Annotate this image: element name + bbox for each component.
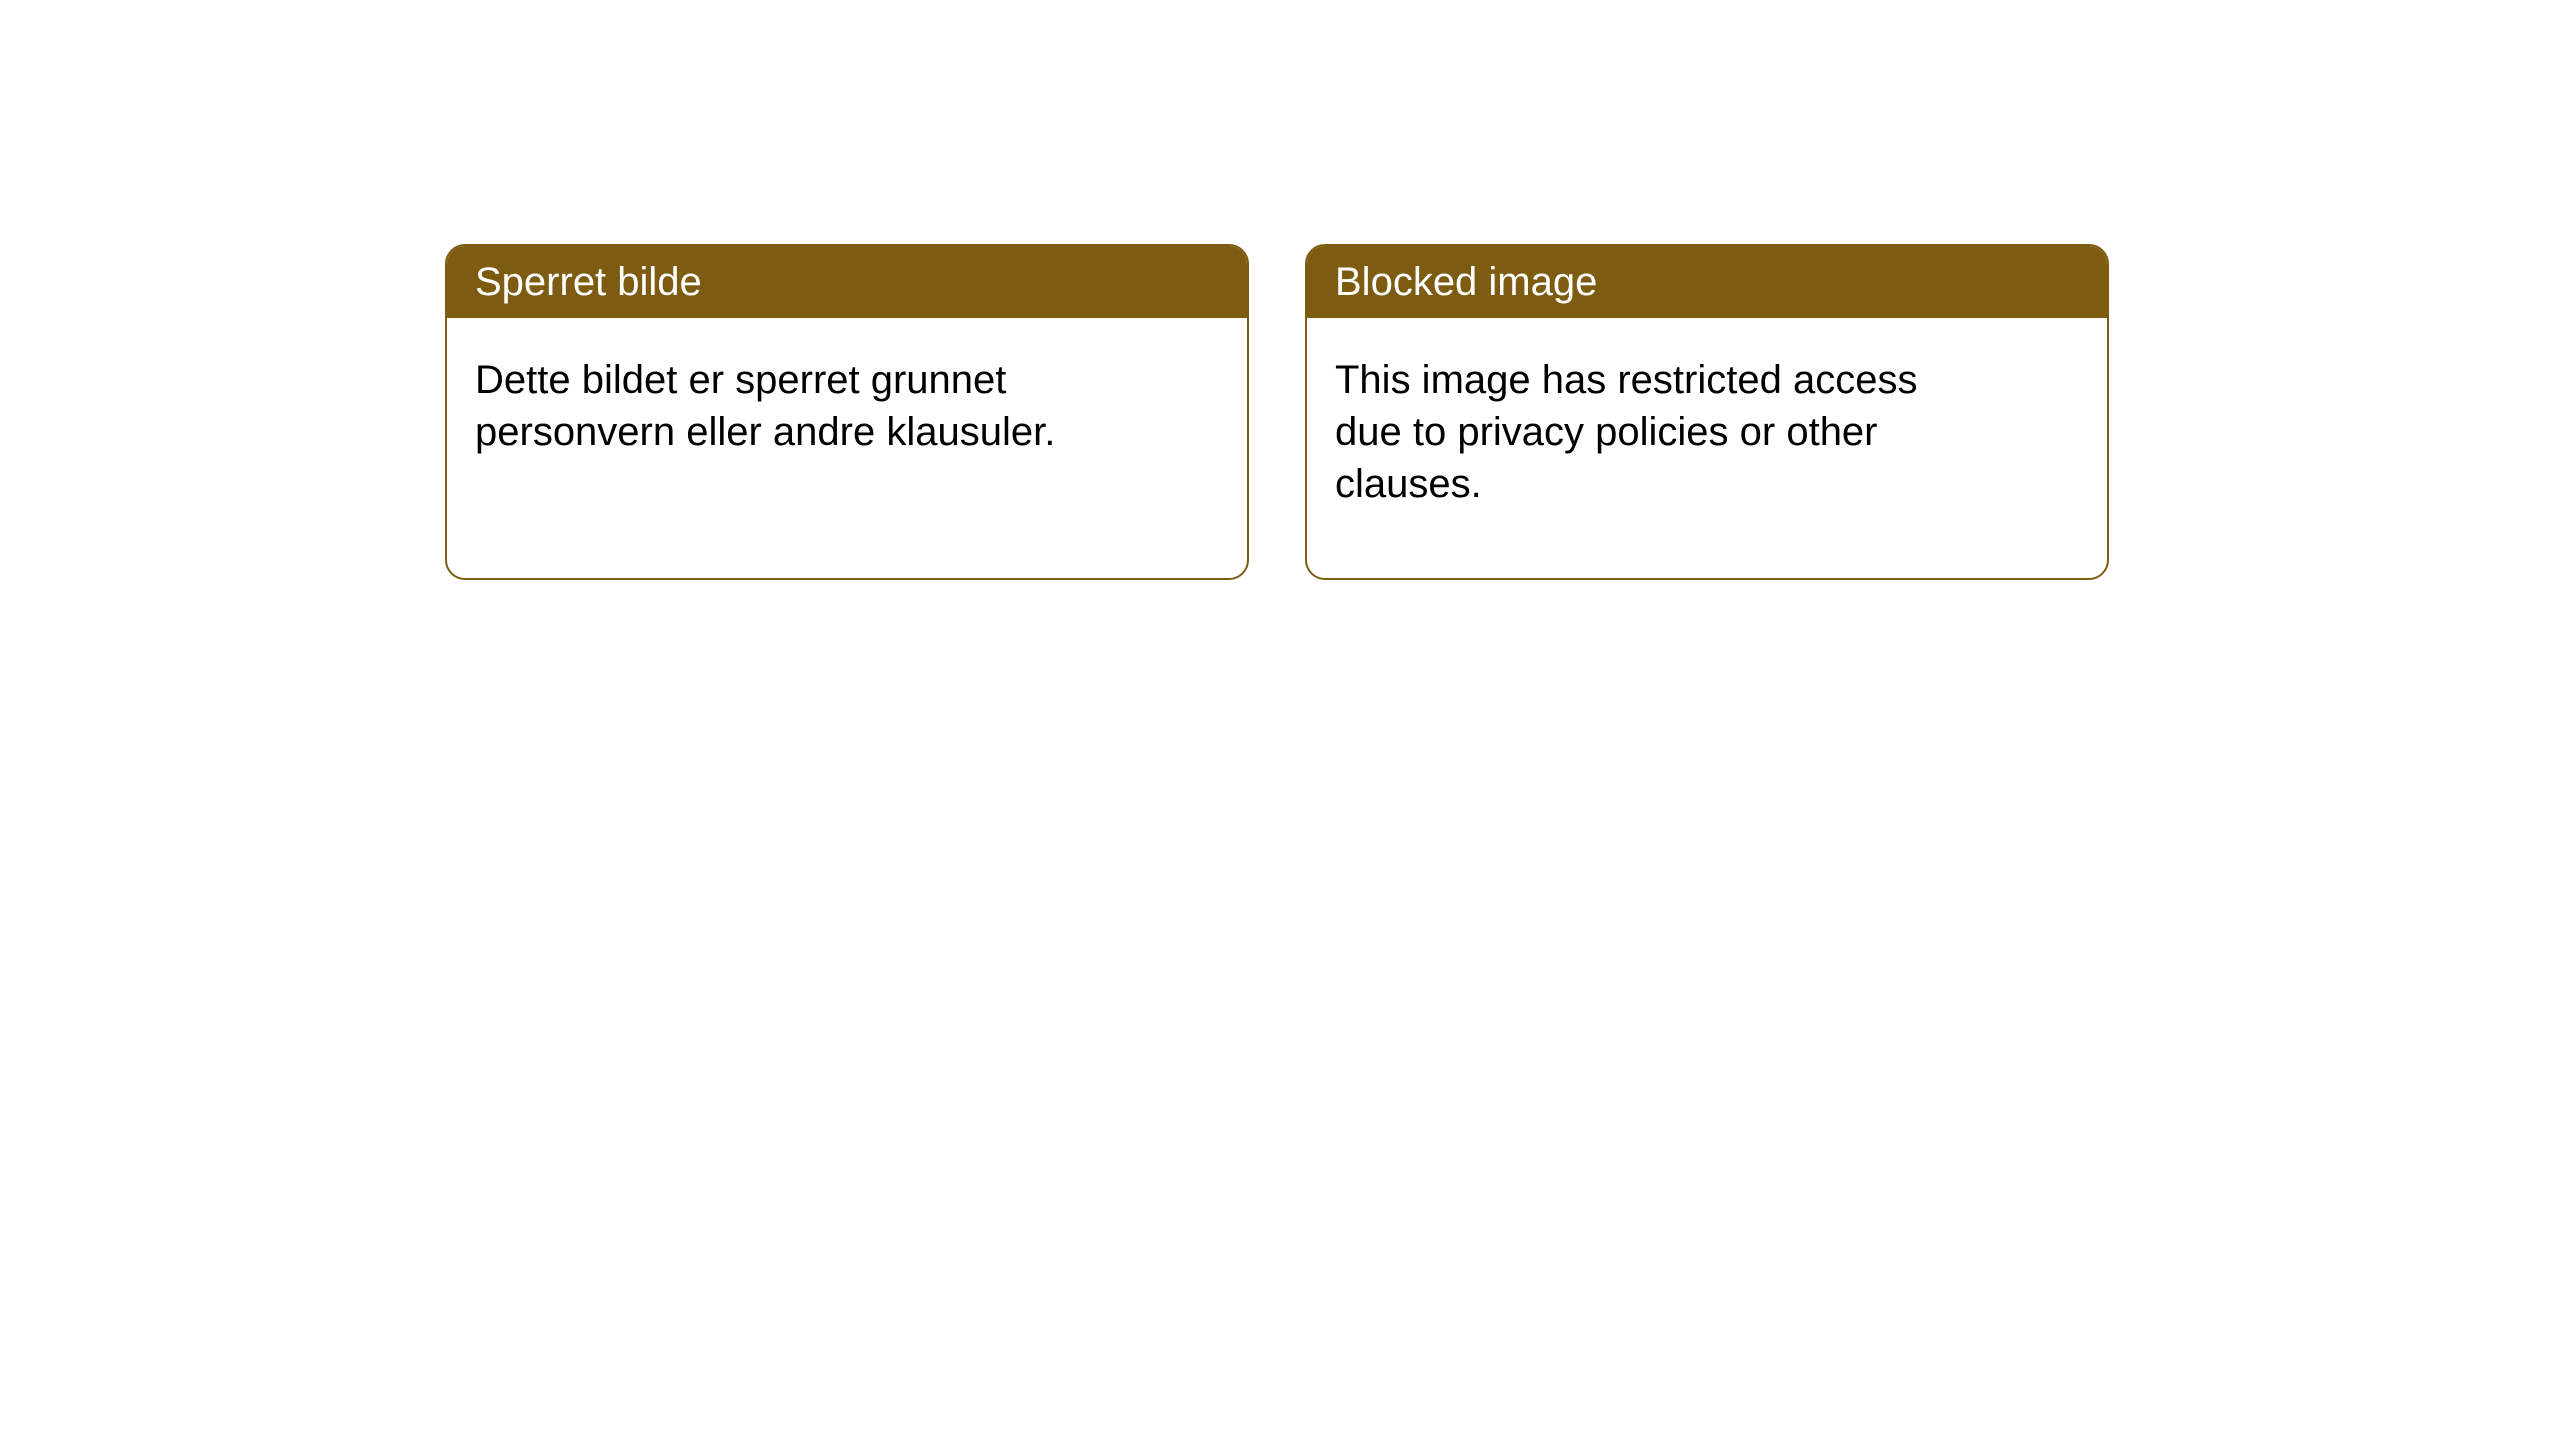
card-body-english: This image has restricted access due to …	[1307, 318, 1987, 546]
card-body-norwegian: Dette bildet er sperret grunnet personve…	[447, 318, 1127, 494]
card-title: Sperret bilde	[475, 260, 702, 304]
card-body-text: Dette bildet er sperret grunnet personve…	[475, 358, 1055, 454]
blocked-image-card-english: Blocked image This image has restricted …	[1305, 244, 2109, 580]
blocked-image-card-norwegian: Sperret bilde Dette bildet er sperret gr…	[445, 244, 1249, 580]
notice-container: Sperret bilde Dette bildet er sperret gr…	[445, 244, 2109, 580]
card-header-norwegian: Sperret bilde	[447, 246, 1247, 318]
card-header-english: Blocked image	[1307, 246, 2107, 318]
card-body-text: This image has restricted access due to …	[1335, 358, 1917, 506]
card-title: Blocked image	[1335, 260, 1597, 304]
